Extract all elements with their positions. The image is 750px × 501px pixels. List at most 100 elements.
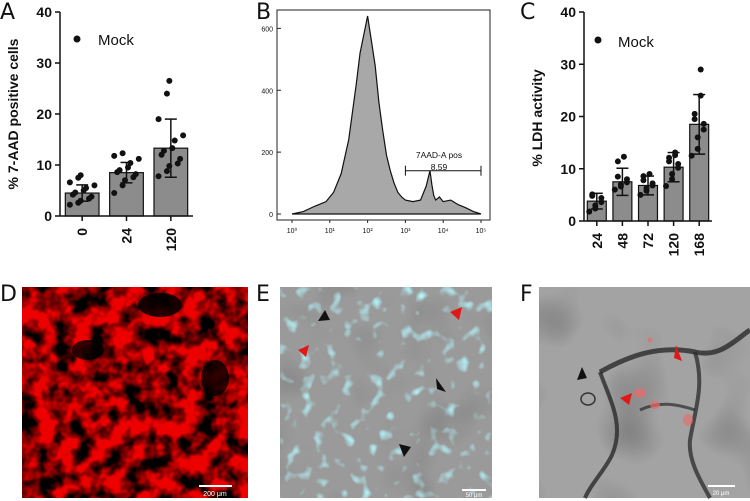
- data-point-c-1-6: [614, 158, 621, 165]
- data-point-a-2-7: [169, 145, 176, 152]
- panel-label-e: E: [256, 282, 270, 307]
- data-point-a-1-7: [125, 164, 131, 171]
- chart-c-ylabel: % LDH activity: [529, 69, 545, 166]
- x-tick-label-b-0: 10⁰: [287, 227, 298, 235]
- image-f-cell: [580, 392, 596, 406]
- x-tick-label-b-3: 10³: [400, 228, 411, 235]
- chart-a-legend-marker: [73, 35, 81, 43]
- data-point-c-3-1: [669, 176, 676, 183]
- x-tick-label-b-5: 10⁵: [476, 228, 487, 235]
- data-point-c-2-7: [646, 170, 653, 177]
- data-point-c-4-4: [700, 120, 707, 127]
- data-point-a-1-0: [111, 190, 118, 197]
- data-point-a-1-4: [132, 171, 139, 178]
- data-point-c-0-3: [598, 199, 605, 206]
- image-f-scalebar-label: 20 μm: [713, 491, 730, 497]
- image-f-red-signal: [634, 388, 646, 398]
- black-arrowhead-icon: [399, 444, 411, 457]
- image-f-cell-border: [639, 402, 696, 412]
- chart-b: 7AAD-A pos 8.59 0 200 400 600 10⁰ 10¹ 10² 10³ 1…: [261, 9, 491, 235]
- data-point-a-2-12: [166, 77, 173, 84]
- data-point-c-3-4: [675, 161, 682, 168]
- x-tick-label-b-2: 10²: [363, 228, 374, 235]
- panel-label-d: D: [0, 282, 17, 307]
- data-point-a-0-4: [88, 193, 95, 200]
- data-point-a-2-2: [166, 163, 173, 170]
- data-point-a-1-8: [127, 159, 134, 166]
- image-d-scalebar-label: 200 μm: [203, 491, 227, 498]
- data-point-a-2-4: [177, 155, 184, 162]
- image-f-cell-border: [687, 351, 712, 499]
- chart-b-gate-name: 7AAD-A pos: [416, 150, 462, 160]
- data-point-c-1-7: [620, 153, 627, 160]
- x-tick-label-c-0: 24: [589, 233, 605, 249]
- data-point-c-3-6: [666, 154, 673, 161]
- image-f-red-signal: [647, 337, 653, 343]
- image-e-cyan-signal: [280, 287, 492, 498]
- data-point-c-3-0: [663, 182, 670, 189]
- image-f-red-signal: [650, 401, 660, 409]
- data-point-c-1-2: [617, 181, 624, 188]
- image-f: 20 μm: [539, 287, 750, 499]
- data-point-a-2-3: [174, 160, 181, 167]
- image-d: 200 μm: [22, 287, 248, 498]
- data-point-a-2-10: [155, 116, 162, 123]
- x-tick-label-b-4: 10⁴: [438, 228, 449, 235]
- red-arrowhead-icon: [674, 345, 682, 361]
- panel-label-f: F: [520, 282, 533, 307]
- data-point-c-4-0: [688, 152, 695, 159]
- black-arrowhead-icon: [577, 367, 587, 380]
- data-point-a-1-10: [111, 152, 118, 159]
- image-e-scalebar-label: 50 μm: [466, 493, 483, 499]
- x-tick-label-c-2: 72: [640, 233, 656, 249]
- red-arrowhead-icon: [450, 307, 462, 320]
- chart-a-ylabel: % 7-AAD positive cells: [5, 38, 21, 189]
- data-point-c-2-6: [640, 173, 647, 180]
- chart-b-histogram: [291, 15, 482, 215]
- black-arrowhead-icon: [436, 378, 446, 392]
- y-tick-label-a-3: 30: [36, 55, 52, 71]
- x-tick-label-a-0: 0: [74, 228, 90, 236]
- data-point-a-1-1: [119, 182, 126, 189]
- data-point-a-2-8: [171, 137, 178, 144]
- data-point-c-4-7: [697, 92, 704, 99]
- data-point-c-4-6: [691, 110, 698, 117]
- panel-label-c: C: [520, 0, 536, 25]
- image-d-void: [138, 293, 182, 317]
- data-point-a-2-6: [160, 147, 167, 154]
- x-tick-label-c-1: 48: [614, 233, 630, 249]
- data-point-c-2-2: [643, 185, 650, 192]
- image-f-red-signal: [683, 414, 693, 426]
- data-point-c-0-2: [592, 202, 599, 209]
- data-point-a-1-11: [119, 150, 126, 157]
- y-tick-label-a-4: 40: [36, 4, 52, 20]
- data-point-c-0-0: [586, 208, 593, 215]
- chart-a-legend-label: Mock: [98, 32, 134, 49]
- x-tick-label-c-4: 168: [691, 233, 707, 257]
- y-tick-label-b-3: 600: [261, 26, 273, 33]
- data-point-a-2-9: [180, 132, 187, 139]
- image-d-void: [201, 360, 229, 396]
- y-tick-label-c-4: 40: [560, 4, 576, 20]
- red-arrowhead-icon: [298, 345, 309, 357]
- data-point-c-4-5: [691, 116, 698, 123]
- image-f-cell-border: [583, 371, 620, 499]
- chart-c: 0 10 20 30 40 24 48 72 120 168 % LDH activity Mo…: [529, 4, 712, 256]
- data-point-a-2-11: [163, 90, 170, 97]
- data-point-a-0-9: [91, 182, 98, 189]
- y-tick-label-b-0: 0: [269, 212, 273, 219]
- panel-label-b: B: [256, 0, 272, 25]
- panel-label-a: A: [0, 0, 16, 25]
- y-tick-label-a-1: 10: [36, 157, 52, 173]
- data-point-c-2-4: [649, 180, 656, 187]
- y-tick-label-c-1: 10: [560, 161, 576, 177]
- data-point-c-3-2: [669, 170, 676, 177]
- y-tick-label-b-2: 400: [261, 88, 273, 95]
- data-point-a-0-2: [77, 197, 84, 204]
- y-tick-label-b-1: 200: [261, 150, 273, 157]
- y-tick-label-c-3: 30: [560, 56, 576, 72]
- data-point-a-2-1: [163, 168, 170, 175]
- data-point-c-2-0: [637, 191, 644, 198]
